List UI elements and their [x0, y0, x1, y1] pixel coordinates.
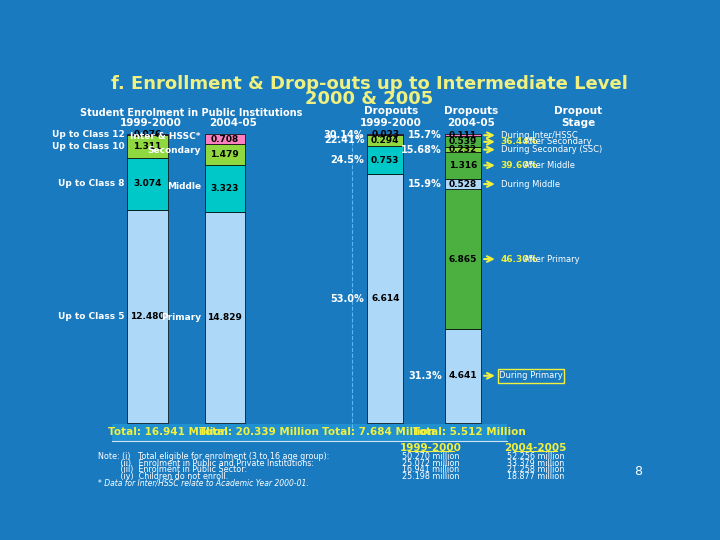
- Text: Total: 5.512 Million: Total: 5.512 Million: [413, 427, 526, 437]
- Text: During Middle: During Middle: [500, 180, 560, 188]
- Text: 16.941 million: 16.941 million: [402, 465, 459, 474]
- Text: 3.074: 3.074: [133, 179, 161, 188]
- Text: During Secondary (SSC): During Secondary (SSC): [500, 145, 602, 154]
- FancyBboxPatch shape: [445, 179, 481, 190]
- Text: Primary: Primary: [161, 313, 201, 321]
- Text: Dropouts
2004-05: Dropouts 2004-05: [444, 106, 498, 129]
- Text: 0.528: 0.528: [449, 180, 477, 188]
- Text: Total: 16.941 Million: Total: 16.941 Million: [107, 427, 228, 437]
- Text: 4.641: 4.641: [449, 372, 477, 380]
- Text: Total: 20.339 Million: Total: 20.339 Million: [199, 427, 319, 437]
- Text: 1.316: 1.316: [449, 161, 477, 170]
- FancyBboxPatch shape: [127, 210, 168, 423]
- Text: 46.30%: 46.30%: [500, 254, 538, 264]
- Text: After Middle: After Middle: [524, 161, 575, 170]
- Text: 2000 & 2005: 2000 & 2005: [305, 90, 433, 107]
- FancyBboxPatch shape: [367, 134, 403, 135]
- FancyBboxPatch shape: [204, 212, 245, 423]
- Text: 2004-05: 2004-05: [210, 118, 257, 127]
- FancyBboxPatch shape: [204, 165, 245, 212]
- Text: f. Enrollment & Drop-outs up to Intermediate Level: f. Enrollment & Drop-outs up to Intermed…: [111, 75, 627, 93]
- Text: 14.829: 14.829: [207, 313, 243, 322]
- FancyBboxPatch shape: [204, 134, 245, 144]
- Text: Total: 7.684 Million: Total: 7.684 Million: [322, 427, 435, 437]
- Text: (iv)  Children do not enroll.: (iv) Children do not enroll.: [98, 472, 228, 481]
- FancyBboxPatch shape: [367, 135, 403, 146]
- Text: 1999-2000: 1999-2000: [400, 443, 462, 453]
- Text: Inter & HSSC*: Inter & HSSC*: [130, 132, 201, 141]
- FancyBboxPatch shape: [498, 369, 564, 383]
- FancyBboxPatch shape: [445, 137, 481, 147]
- FancyBboxPatch shape: [367, 174, 403, 423]
- Text: 50.270 million: 50.270 million: [402, 452, 459, 461]
- Text: 25.198 million: 25.198 million: [402, 472, 459, 481]
- Text: 39.60%: 39.60%: [500, 161, 538, 170]
- Text: Student Enrolment in Public Institutions: Student Enrolment in Public Institutions: [80, 107, 302, 118]
- Text: During Inter/HSSC: During Inter/HSSC: [500, 131, 577, 140]
- Text: 6.865: 6.865: [449, 254, 477, 264]
- Text: 30.14%: 30.14%: [324, 130, 364, 139]
- Text: 8: 8: [634, 464, 642, 477]
- FancyBboxPatch shape: [445, 134, 481, 137]
- Text: 18.877 million: 18.877 million: [507, 472, 564, 481]
- Text: Secondary: Secondary: [148, 146, 201, 155]
- Text: Middle: Middle: [167, 182, 201, 191]
- Text: Dropouts
1999-2000: Dropouts 1999-2000: [360, 106, 422, 129]
- Text: 36.44%: 36.44%: [500, 137, 539, 146]
- Text: 31.3%: 31.3%: [408, 371, 442, 381]
- FancyBboxPatch shape: [127, 136, 168, 158]
- Text: (ii)   Enrolment in Public and Private Institutions:: (ii) Enrolment in Public and Private Ins…: [98, 458, 314, 468]
- Text: 0.294: 0.294: [371, 136, 400, 145]
- Text: 22.41%: 22.41%: [324, 136, 364, 145]
- FancyBboxPatch shape: [204, 144, 245, 165]
- Text: 33.379 million: 33.379 million: [507, 458, 564, 468]
- Text: 3.323: 3.323: [211, 184, 239, 193]
- Text: 21.258 million: 21.258 million: [507, 465, 564, 474]
- FancyBboxPatch shape: [445, 329, 481, 423]
- FancyBboxPatch shape: [127, 158, 168, 210]
- Text: 52.256 million: 52.256 million: [507, 452, 564, 461]
- Text: * Data for Inter/HSSC relate to Academic Year 2000-01.: * Data for Inter/HSSC relate to Academic…: [98, 478, 308, 487]
- Text: 0.023: 0.023: [372, 130, 400, 139]
- Text: 15.9%: 15.9%: [408, 179, 442, 189]
- FancyBboxPatch shape: [445, 147, 481, 152]
- Text: 0.232: 0.232: [449, 145, 477, 154]
- FancyBboxPatch shape: [112, 423, 507, 441]
- FancyBboxPatch shape: [127, 134, 168, 136]
- FancyBboxPatch shape: [445, 152, 481, 179]
- Text: Up to Class 10: Up to Class 10: [53, 142, 125, 151]
- Text: 2004-2005: 2004-2005: [505, 443, 567, 453]
- Text: 1.311: 1.311: [133, 142, 161, 151]
- Text: 6.614: 6.614: [371, 294, 400, 303]
- Text: 53.0%: 53.0%: [330, 294, 364, 303]
- Text: 12.480: 12.480: [130, 312, 165, 321]
- Text: During Primary: During Primary: [499, 372, 563, 380]
- Text: 24.5%: 24.5%: [330, 155, 364, 165]
- Text: Dropout
Stage: Dropout Stage: [554, 106, 603, 129]
- Text: 25.072 million: 25.072 million: [402, 458, 460, 468]
- Text: 1999-2000: 1999-2000: [120, 118, 181, 127]
- Text: Up to Class 12: Up to Class 12: [52, 130, 125, 139]
- Text: After Primary: After Primary: [524, 254, 580, 264]
- Text: 15.68%: 15.68%: [401, 145, 442, 154]
- Text: 0.076: 0.076: [133, 130, 161, 139]
- Text: 15.7%: 15.7%: [408, 130, 442, 140]
- Text: Up to Class 5: Up to Class 5: [58, 312, 125, 321]
- Text: 0.708: 0.708: [211, 134, 239, 144]
- Text: (iii)  Enrolment in Public Sector:: (iii) Enrolment in Public Sector:: [98, 465, 247, 474]
- Text: Note: (i)   Total eligible for enrolment (3 to 16 age group):: Note: (i) Total eligible for enrolment (…: [98, 452, 329, 461]
- FancyBboxPatch shape: [445, 190, 481, 329]
- Text: After Secondary: After Secondary: [524, 137, 592, 146]
- Text: 0.753: 0.753: [371, 156, 400, 165]
- Text: Up to Class 8: Up to Class 8: [58, 179, 125, 188]
- FancyBboxPatch shape: [367, 146, 403, 174]
- Text: 0.539: 0.539: [449, 137, 477, 146]
- Text: 0.111: 0.111: [449, 131, 477, 140]
- Text: 1.479: 1.479: [210, 150, 239, 159]
